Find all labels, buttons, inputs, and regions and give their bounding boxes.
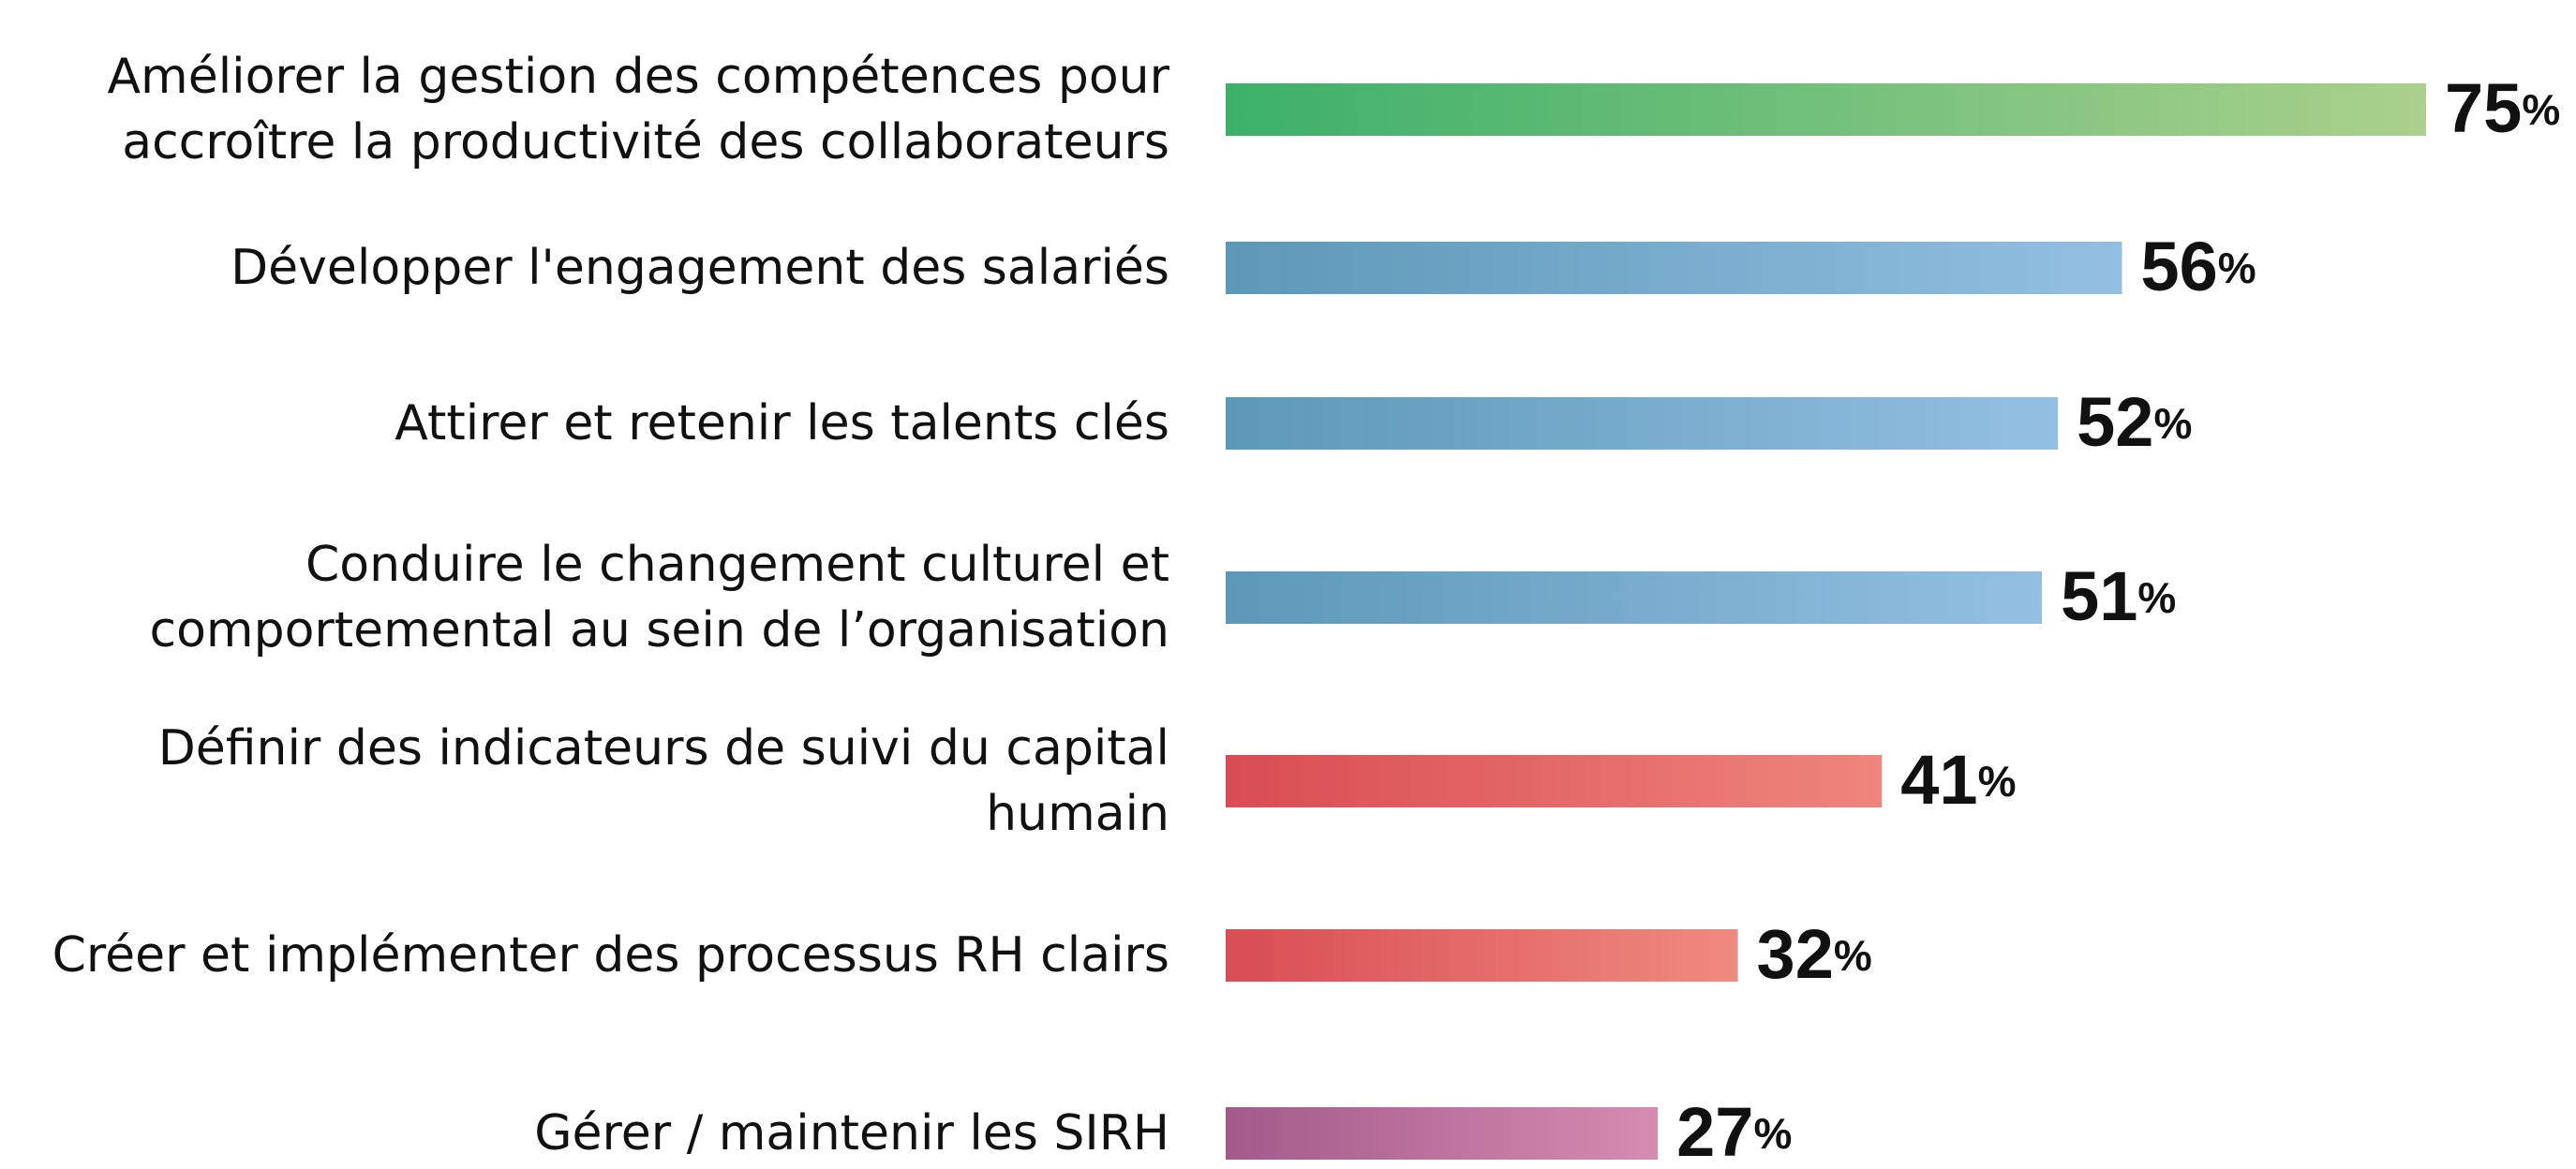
- bar: [1226, 755, 1883, 807]
- bar: [1226, 242, 2122, 294]
- category-label: Conduire le changement culturel et compo…: [149, 537, 1169, 658]
- category-label: Attirer et retenir les talents clés: [395, 395, 1169, 451]
- category-label: Développer l'engagement des salariés: [231, 240, 1169, 296]
- value-label: 51%: [2061, 557, 2176, 635]
- value-label: 27%: [1676, 1093, 1792, 1169]
- bar: [1226, 571, 2043, 624]
- bar: [1226, 83, 2426, 136]
- value-label: 56%: [2140, 228, 2256, 305]
- value-label: 32%: [1757, 915, 1872, 993]
- bar: [1226, 929, 1738, 982]
- value-label: 75%: [2445, 69, 2560, 147]
- bar: [1226, 1107, 1659, 1160]
- bar: [1226, 397, 2059, 450]
- category-label: Améliorer la gestion des compétences pou…: [107, 49, 1169, 170]
- category-label: Définir des indicateurs de suivi du capi…: [157, 720, 1169, 842]
- value-label: 52%: [2077, 383, 2192, 461]
- value-label: 41%: [1900, 741, 2016, 819]
- category-label: Créer et implémenter des processus RH cl…: [52, 927, 1169, 984]
- category-label: Gérer / maintenir les SIRH: [534, 1105, 1169, 1162]
